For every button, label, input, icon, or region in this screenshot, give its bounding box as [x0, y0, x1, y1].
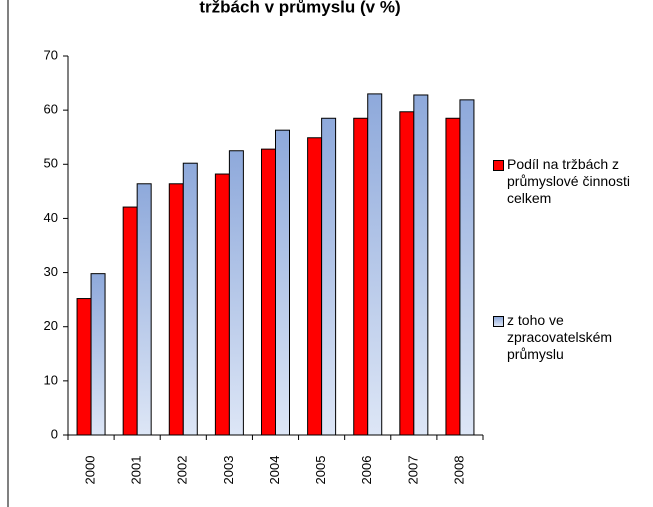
- bar: [168, 183, 184, 436]
- x-tick-label: 2003: [221, 456, 236, 485]
- x-tick-label: 2005: [313, 456, 328, 485]
- bar: [367, 93, 383, 436]
- bar: [228, 150, 244, 436]
- x-tick-label: 2001: [129, 456, 144, 485]
- x-tick-label: 2000: [82, 456, 97, 485]
- x-tick-label: 2008: [451, 456, 466, 485]
- bar: [353, 117, 369, 436]
- bar: [445, 117, 461, 436]
- bar: [275, 129, 290, 436]
- legend-label: Podíl na tržbách z průmyslové činnosti c…: [507, 156, 630, 206]
- bar: [136, 183, 152, 436]
- bar: [261, 148, 276, 436]
- chart-title: tržbách v průmyslu (v %): [199, 0, 400, 16]
- bar: [459, 99, 475, 436]
- legend-item: z toho ve zpracovatelském průmyslu: [493, 312, 633, 363]
- y-tick-label: 60: [44, 102, 58, 117]
- bar: [399, 111, 415, 436]
- legend-swatch: [493, 316, 504, 327]
- bar: [76, 298, 92, 436]
- x-tick-label: 2002: [175, 456, 190, 485]
- y-tick-label: 50: [44, 156, 58, 171]
- bar: [214, 173, 230, 436]
- x-tick-label: 2006: [359, 456, 374, 485]
- y-tick-label: 0: [51, 426, 58, 441]
- bar: [122, 206, 138, 436]
- x-tick-label: 2004: [267, 456, 282, 485]
- bar: [413, 94, 429, 436]
- legend-swatch: [493, 160, 504, 171]
- y-tick-label: 40: [44, 210, 58, 225]
- y-tick-label: 30: [44, 264, 58, 279]
- y-tick-label: 10: [44, 372, 58, 387]
- x-tick-label: 2007: [405, 456, 420, 485]
- legend-item: Podíl na tržbách z průmyslové činnosti c…: [493, 156, 653, 207]
- legend-label: z toho ve zpracovatelském průmyslu: [507, 312, 613, 362]
- y-tick-label: 20: [44, 318, 58, 333]
- y-tick-label: 70: [44, 47, 58, 62]
- bar: [321, 117, 337, 436]
- bar: [182, 162, 198, 436]
- bar: [307, 137, 323, 436]
- bar: [90, 273, 106, 436]
